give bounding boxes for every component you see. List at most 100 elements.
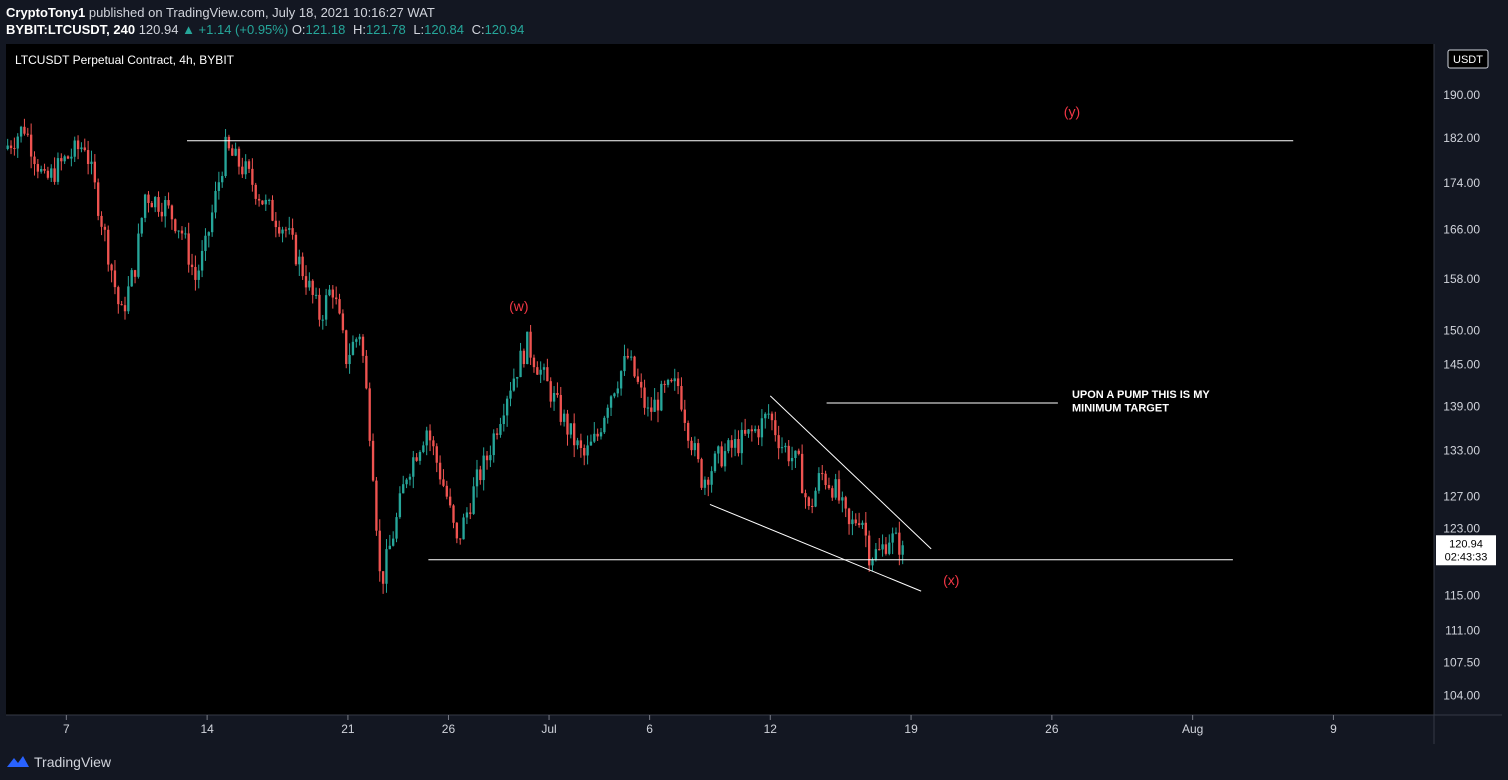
chart-header: CryptoTony1 published on TradingView.com… (0, 0, 1508, 42)
candle-body (93, 161, 97, 183)
wave-x-label[interactable]: (x) (943, 572, 959, 588)
candle-body (137, 233, 140, 277)
candle-body (428, 430, 432, 441)
candle-body (509, 390, 512, 399)
candle-body (459, 538, 462, 540)
candle-body (556, 393, 559, 395)
wedge-lower-line[interactable] (709, 503, 922, 592)
close-value: 120.94 (484, 22, 525, 37)
candle-body (365, 355, 368, 389)
candle-body (177, 230, 180, 232)
candle-body (200, 250, 204, 271)
candle-body (442, 479, 445, 486)
candle-body (774, 420, 777, 436)
y-tick-label: 139.00 (1443, 400, 1480, 414)
candle-body (26, 133, 29, 135)
candles-group (6, 118, 904, 594)
candle-body (395, 517, 398, 539)
candle-body (559, 394, 562, 422)
candle-body (821, 473, 824, 475)
candle-body (710, 471, 713, 485)
tradingview-logo-icon[interactable] (6, 754, 30, 770)
candle-body (348, 354, 351, 365)
y-tick-label: 127.00 (1443, 490, 1480, 504)
candle-body (6, 145, 9, 149)
price-chart[interactable]: (w) (x) (y) UPON A PUMP THIS IS MY MINIMUM T… (6, 44, 1502, 744)
candle-body (757, 429, 760, 438)
candle-body (482, 455, 485, 481)
candle-body (328, 289, 331, 296)
candle-body (586, 445, 589, 456)
candle-body (314, 294, 318, 296)
candle-body (626, 356, 629, 358)
plot-background (6, 44, 1434, 715)
candle-body (324, 295, 328, 320)
candle-body (495, 433, 499, 435)
candle-body (381, 571, 385, 584)
candle-body (827, 485, 831, 489)
y-tick-label: 123.00 (1443, 521, 1480, 535)
candle-body (190, 264, 194, 267)
x-tick-label: 7 (63, 722, 70, 736)
candle-body (569, 423, 573, 435)
candle-body (167, 200, 170, 206)
wedge-upper-line[interactable] (769, 395, 932, 550)
candle-body (204, 235, 207, 251)
candle-body (760, 418, 764, 438)
candle-body (56, 158, 60, 182)
candle-body (361, 336, 365, 356)
candle-body (9, 145, 13, 149)
candle-body (100, 215, 103, 227)
last-price-value: 120.94 (1449, 538, 1483, 550)
candle-body (807, 497, 811, 507)
candle-body (53, 168, 56, 182)
target-note-line1[interactable]: UPON A PUMP THIS IS MY (1072, 389, 1210, 401)
wave-y-label[interactable]: (y) (1064, 103, 1080, 119)
footer: TradingView (0, 746, 1508, 780)
candle-body (133, 270, 137, 277)
candle-body (16, 136, 19, 149)
y-tick-label: 104.00 (1443, 689, 1480, 703)
candle-body (874, 549, 878, 560)
symbol-label[interactable]: BYBIT:LTCUSDT, 240 (6, 22, 136, 37)
y-tick-label: 150.00 (1443, 324, 1480, 338)
candle-body (526, 331, 529, 365)
target-note-line2[interactable]: MINIMUM TARGET (1072, 403, 1169, 415)
candle-body (784, 445, 787, 448)
candle-body (318, 294, 321, 320)
wave-w-label[interactable]: (w) (509, 298, 528, 314)
candle-body (549, 381, 552, 402)
chart-area[interactable]: (w) (x) (y) UPON A PUMP THIS IS MY MINIMUM T… (6, 44, 1502, 744)
candle-body (589, 441, 593, 446)
candle-body (566, 413, 569, 435)
candle-body (251, 168, 254, 185)
candle-body (697, 443, 700, 460)
publish-info: CryptoTony1 published on TradingView.com… (6, 5, 435, 20)
candle-body (733, 439, 737, 448)
candle-body (609, 396, 613, 408)
author-name[interactable]: CryptoTony1 (6, 5, 86, 20)
candle-body (274, 220, 278, 228)
x-tick-label: 26 (442, 722, 456, 736)
brand-name[interactable]: TradingView (34, 754, 112, 770)
candle-body (63, 156, 66, 162)
countdown-value: 02:43:33 (1445, 551, 1488, 563)
candle-body (284, 229, 288, 231)
candle-body (854, 519, 857, 524)
candle-body (693, 443, 697, 451)
candle-body (130, 270, 133, 287)
candle-body (579, 440, 583, 448)
candle-body (214, 190, 217, 213)
time-axis[interactable]: 7 14 21 26 Jul 6 12 19 26 Aug 9 (63, 715, 1337, 736)
candle-body (636, 376, 640, 382)
candle-body (278, 227, 281, 234)
currency-badge[interactable] (1447, 49, 1489, 69)
candle-body (831, 488, 834, 498)
candle-body (194, 266, 197, 280)
candle-body (492, 433, 495, 456)
candle-body (73, 140, 76, 157)
price-axis[interactable]: 190.00 182.00 174.00 166.00 158.00 150.00 145.… (1443, 88, 1480, 703)
candle-body (264, 199, 267, 205)
candle-body (747, 429, 750, 434)
candle-body (794, 450, 797, 458)
